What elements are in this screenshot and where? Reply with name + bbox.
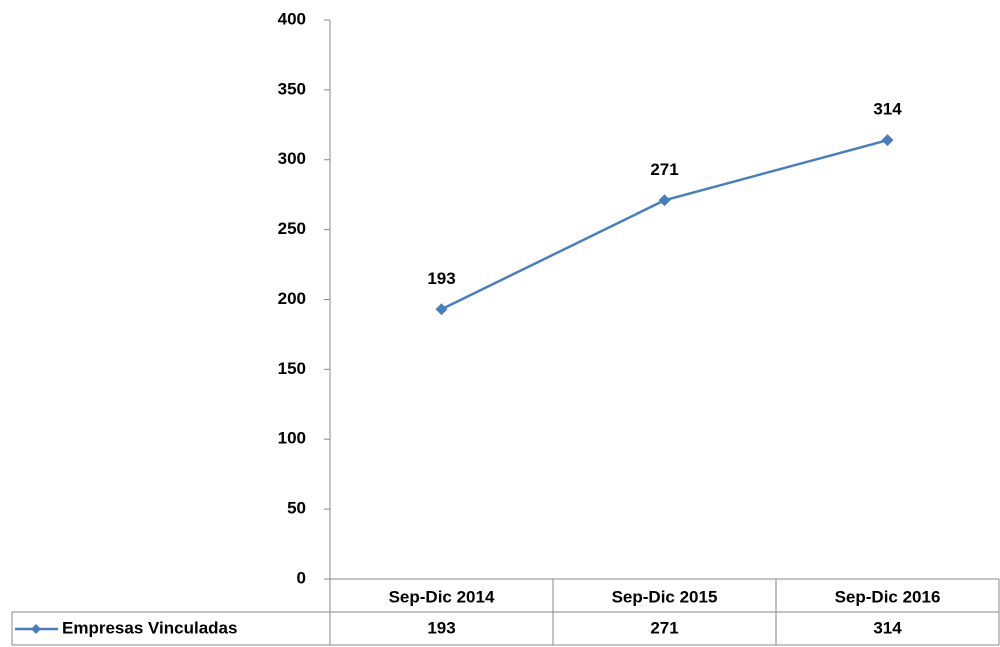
y-tick-label: 200 — [278, 289, 306, 308]
x-tick-label: Sep-Dic 2014 — [389, 587, 495, 606]
table-value: 193 — [427, 618, 455, 637]
x-tick-label: Sep-Dic 2016 — [835, 587, 941, 606]
y-tick-label: 0 — [297, 568, 306, 587]
y-tick-label: 100 — [278, 429, 306, 448]
y-tick-label: 400 — [278, 9, 306, 28]
marker — [435, 303, 448, 316]
marker — [881, 134, 894, 147]
y-tick-label: 300 — [278, 149, 306, 168]
y-tick-label: 50 — [287, 499, 306, 518]
y-tick-label: 250 — [278, 219, 306, 238]
marker — [31, 624, 41, 634]
data-label: 314 — [873, 100, 902, 119]
data-label: 193 — [427, 269, 455, 288]
y-tick-label: 350 — [278, 79, 306, 98]
legend-label: Empresas Vinculadas — [62, 618, 237, 637]
y-tick-label: 150 — [278, 359, 306, 378]
marker — [658, 194, 671, 207]
table-value: 314 — [873, 618, 902, 637]
x-tick-label: Sep-Dic 2015 — [612, 587, 718, 606]
table-value: 271 — [650, 618, 678, 637]
data-label: 271 — [650, 160, 678, 179]
